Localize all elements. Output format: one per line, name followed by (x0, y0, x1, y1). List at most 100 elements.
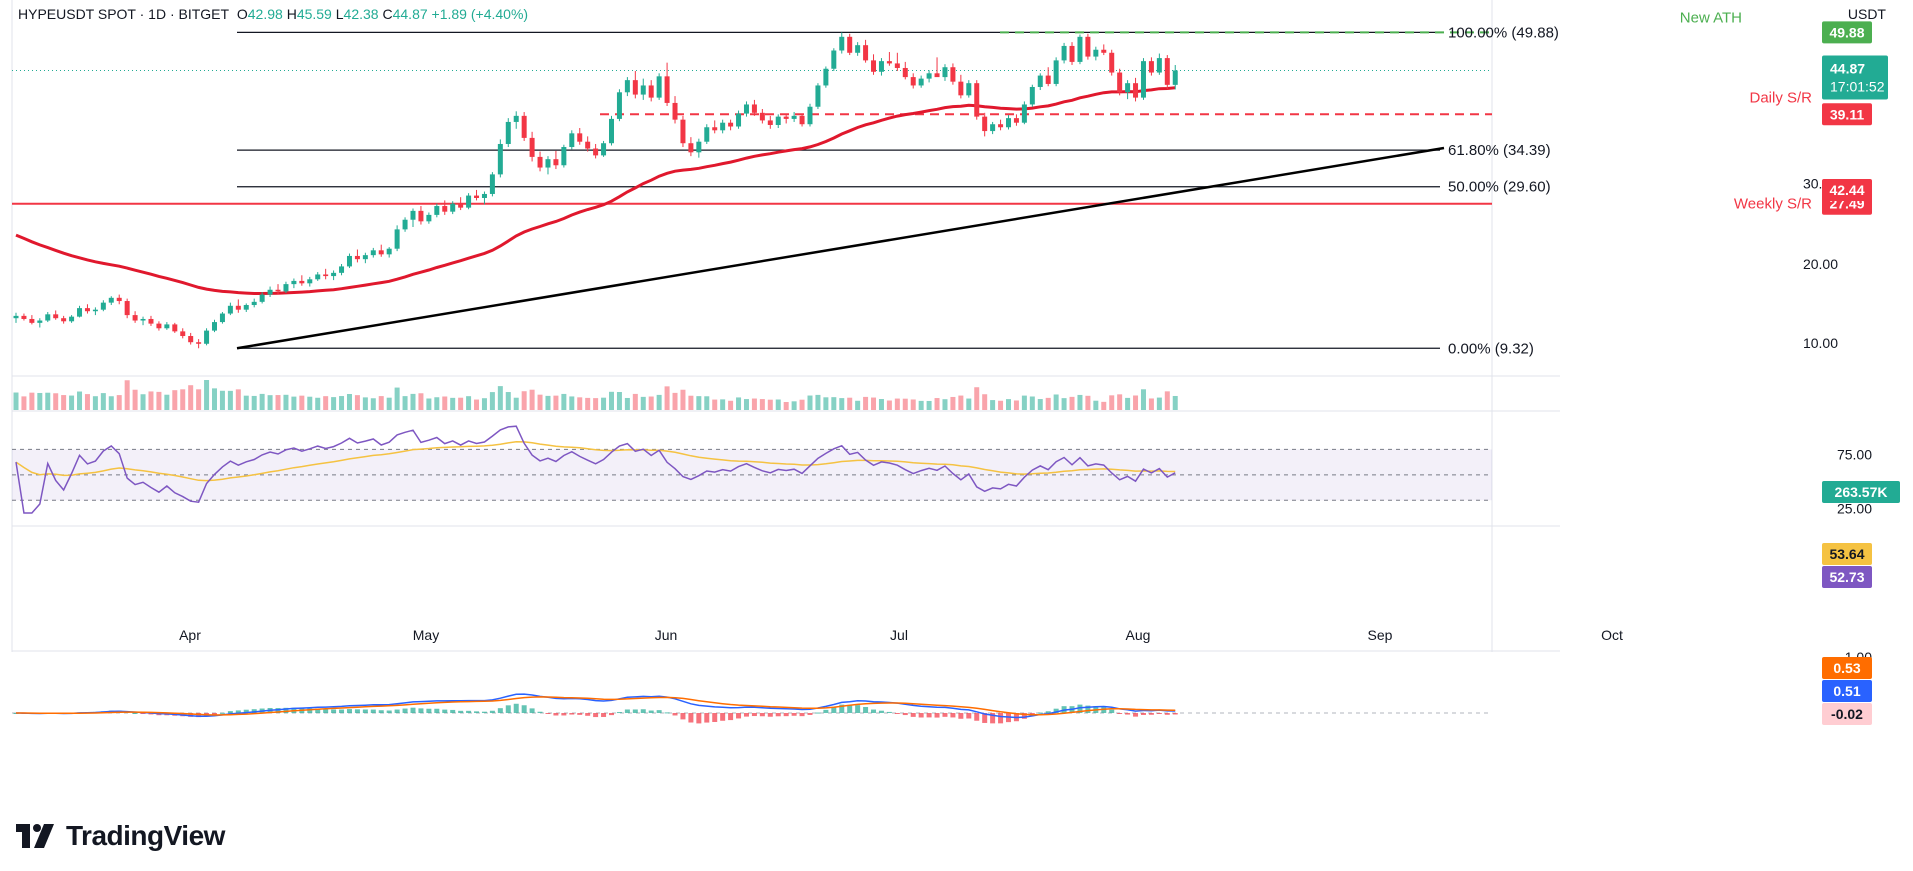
volume-bar (243, 395, 249, 410)
ema-badge (1822, 179, 1872, 201)
candle-body (370, 250, 376, 256)
candle-body (481, 193, 487, 198)
volume-bar (434, 397, 440, 410)
last-price-badge (1822, 55, 1888, 100)
candle-body (100, 302, 106, 310)
volume-bar (315, 397, 321, 410)
candle-body (362, 255, 368, 260)
volume-bar (331, 397, 337, 410)
candle-body (974, 83, 980, 117)
candle-body (934, 73, 940, 78)
volume-bar (950, 396, 956, 410)
candle-body (402, 219, 408, 230)
macd-histogram-bar (505, 705, 511, 713)
macd-histogram-bar (934, 713, 940, 718)
candle-body (871, 60, 877, 72)
volume-bar (1148, 398, 1154, 410)
volume-bar (1013, 400, 1019, 410)
candle-body (450, 203, 456, 212)
candle-body (386, 248, 392, 255)
volume-bar (227, 390, 233, 410)
candle-body (84, 308, 90, 312)
volume-bar (807, 395, 813, 410)
volume-bar (61, 395, 67, 410)
volume-bar (942, 399, 948, 410)
level-badge-text: 39.11 (1830, 106, 1864, 122)
volume-bar (1029, 396, 1035, 410)
macd-histogram-bar (346, 709, 352, 713)
macd-histogram-bar (815, 712, 821, 714)
candle-body (1172, 70, 1178, 85)
volume-bar (275, 395, 281, 410)
macd-histogram-bar (871, 709, 877, 713)
last-price-badge-text: 44.87 (1830, 60, 1865, 76)
candle-body (878, 61, 884, 72)
volume-bar (966, 398, 972, 410)
candle-body (585, 141, 591, 149)
signal-line (16, 696, 1176, 716)
volume-bar (767, 399, 773, 410)
volume-bar (751, 398, 757, 410)
volume-bar (21, 396, 27, 410)
macd-histogram-bar (910, 713, 916, 717)
open-value: 42.98 (247, 6, 283, 22)
time-tick-label: Oct (1601, 627, 1623, 643)
volume-bar (886, 400, 892, 410)
volume-bar (29, 392, 35, 410)
volume-bar (616, 392, 622, 410)
candle-body (1013, 118, 1019, 123)
candle-body (569, 133, 575, 148)
tradingview-logo[interactable]: TradingView (16, 820, 225, 852)
volume-bar (386, 397, 392, 410)
volume-bar (704, 396, 710, 410)
macd-badge-text: 0.51 (1833, 683, 1860, 699)
brand-name: TradingView (66, 820, 225, 851)
candle-body (704, 127, 710, 142)
macd-histogram-bar (990, 713, 996, 724)
volume-bar (505, 392, 511, 410)
volume-bar (1093, 400, 1099, 410)
macd-histogram-bar (1133, 713, 1139, 717)
macd-histogram-bar (402, 708, 408, 713)
volume-badge-text: 263.57K (1835, 484, 1888, 500)
volume-bar (1021, 395, 1027, 410)
macd-badge (1822, 680, 1872, 702)
volume-bar (696, 396, 702, 410)
volume-bar (664, 386, 670, 410)
volume-bar (346, 394, 352, 410)
volume-pane (13, 380, 1178, 410)
volume-bar (426, 398, 432, 410)
macd-histogram-bar (918, 713, 924, 718)
candle-body (632, 80, 638, 95)
candle-body (267, 289, 273, 295)
candle-body (346, 255, 352, 267)
volume-bar (847, 397, 853, 410)
macd-histogram-bar (728, 713, 734, 721)
candle-body (990, 124, 996, 132)
histogram-badge-text: -0.02 (1831, 706, 1863, 722)
candle-body (958, 81, 964, 96)
volume-bar (1053, 394, 1059, 410)
rsi-tick-label: 75.00 (1837, 446, 1872, 462)
macd-histogram-bar (434, 708, 440, 713)
candle-body (672, 102, 678, 120)
volume-bar (982, 394, 988, 410)
macd-histogram-bar (704, 713, 710, 723)
macd-histogram-bar (474, 711, 480, 713)
candle-body (204, 330, 210, 344)
volume-bar (481, 398, 487, 410)
candle-body (656, 76, 662, 98)
macd-histogram-bar (235, 710, 241, 713)
macd-histogram-bar (616, 712, 622, 714)
macd-histogram-bar (982, 713, 988, 723)
rsi-pane (12, 425, 1492, 514)
candle-body (521, 115, 527, 138)
volume-bar (720, 399, 726, 410)
candle-body (1101, 49, 1107, 53)
candle-body (219, 313, 225, 323)
candle-body (609, 118, 614, 144)
volume-bar (783, 402, 789, 410)
macd-histogram-bar (767, 713, 773, 717)
fib-level-label: 0.00% (9.32) (1448, 340, 1534, 357)
